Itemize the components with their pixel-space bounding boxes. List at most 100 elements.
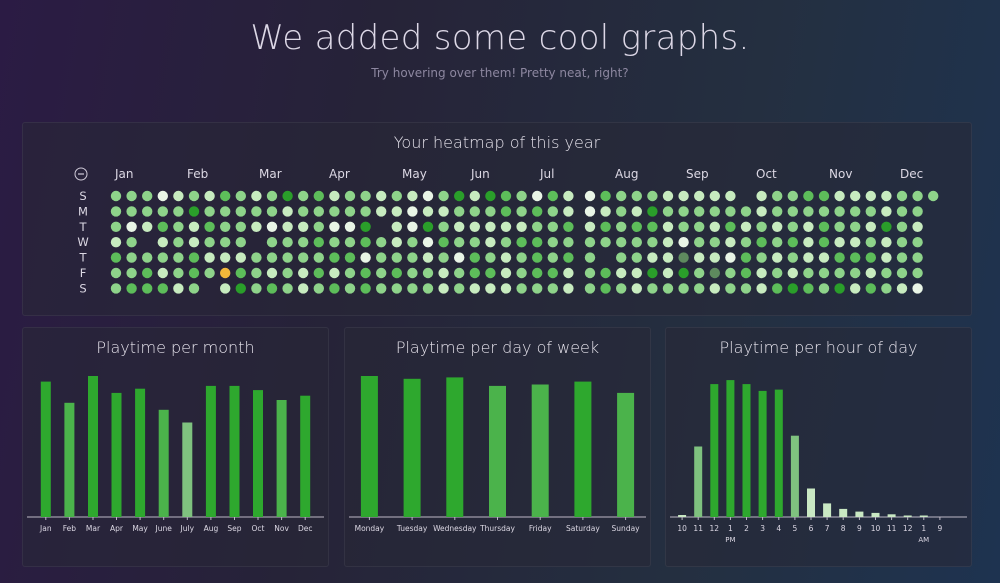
heatmap-cell[interactable] [631,252,642,263]
bar[interactable] [64,402,75,517]
bar[interactable] [446,377,464,517]
heatmap-cell[interactable] [881,190,892,202]
heatmap-cell[interactable] [188,267,200,279]
heatmap-cell[interactable] [850,267,861,279]
heatmap-cell[interactable] [631,221,642,232]
heatmap-cell[interactable] [407,283,418,294]
heatmap-cell[interactable] [407,206,418,217]
heatmap-cell[interactable] [376,252,387,263]
heatmap-cell[interactable] [391,206,402,217]
bar[interactable] [790,435,799,517]
heatmap-cell[interactable] [865,206,876,217]
heatmap-cell[interactable] [422,190,434,202]
heatmap-cell[interactable] [600,283,611,294]
heatmap-cell[interactable] [235,252,246,263]
heatmap-cell[interactable] [188,206,200,217]
heatmap-cell[interactable] [547,283,558,294]
bar[interactable] [774,389,783,517]
heatmap-cell[interactable] [500,190,512,202]
heatmap-cell[interactable] [313,190,324,202]
heatmap-cell[interactable] [516,267,527,279]
heatmap-cell[interactable] [772,190,783,202]
heatmap-cell[interactable] [865,283,876,294]
heatmap-cell[interactable] [266,237,278,248]
heatmap-cell[interactable] [865,252,876,263]
heatmap-cell[interactable] [563,190,574,202]
heatmap-cell[interactable] [631,190,642,202]
heatmap-cell[interactable] [344,252,356,263]
heatmap-cell[interactable] [313,252,324,263]
heatmap-cell[interactable] [896,283,908,294]
heatmap-cell[interactable] [850,190,861,202]
heatmap-cell[interactable] [157,237,168,248]
heatmap-cell[interactable] [865,237,876,248]
heatmap-cell[interactable] [438,221,449,232]
heatmap-cell[interactable] [709,190,720,202]
heatmap-cell[interactable] [110,252,122,263]
heatmap-cell[interactable] [469,283,480,294]
heatmap-cell[interactable] [344,267,356,279]
heatmap-cell[interactable] [787,283,798,294]
heatmap-cell[interactable] [740,221,752,232]
heatmap-cell[interactable] [740,206,752,217]
heatmap-cell[interactable] [485,221,496,232]
heatmap-cell[interactable] [516,190,527,202]
bar[interactable] [678,515,687,517]
heatmap-cell[interactable] [756,237,767,248]
heatmap-cell[interactable] [631,206,642,217]
heatmap-cell[interactable] [834,252,845,263]
bar[interactable] [823,503,832,517]
bar[interactable] [135,388,146,517]
heatmap-cell[interactable] [725,190,736,202]
heatmap-cell[interactable] [725,267,736,279]
heatmap-cell[interactable] [329,237,340,248]
heatmap-cell[interactable] [803,206,814,217]
heatmap-cell[interactable] [896,221,908,232]
heatmap-cell[interactable] [110,206,122,217]
heatmap-cell[interactable] [469,237,480,248]
heatmap-cell[interactable] [188,283,200,294]
heatmap-cell[interactable] [787,252,798,263]
heatmap-cell[interactable] [220,237,231,248]
bar[interactable] [360,376,378,517]
heatmap-cell[interactable] [329,206,340,217]
heatmap-cell[interactable] [803,237,814,248]
heatmap-cell[interactable] [678,221,689,232]
heatmap-cell[interactable] [142,252,153,263]
heatmap-cell[interactable] [631,267,642,279]
heatmap-cell[interactable] [266,267,278,279]
heatmap-cell[interactable] [547,252,558,263]
heatmap-cell[interactable] [110,237,122,248]
heatmap-cell[interactable] [772,221,783,232]
heatmap-cell[interactable] [818,267,830,279]
heatmap-cell[interactable] [532,237,543,248]
heatmap-cell[interactable] [818,190,830,202]
heatmap-cell[interactable] [662,190,674,202]
heatmap-cell[interactable] [313,237,324,248]
heatmap-cell[interactable] [360,237,371,248]
heatmap-cell[interactable] [344,221,356,232]
heatmap-cell[interactable] [803,267,814,279]
heatmap-cell[interactable] [438,237,449,248]
heatmap-cell[interactable] [110,267,122,279]
heatmap-cell[interactable] [694,283,705,294]
heatmap-cell[interactable] [787,267,798,279]
heatmap-cell[interactable] [142,267,153,279]
heatmap-cell[interactable] [126,283,137,294]
bar[interactable] [574,381,592,517]
heatmap-cell[interactable] [881,283,892,294]
heatmap-cell[interactable] [772,237,783,248]
heatmap-cell[interactable] [563,237,574,248]
heatmap-cell[interactable] [616,206,627,217]
heatmap-cell[interactable] [500,283,512,294]
heatmap-cell[interactable] [834,221,845,232]
heatmap-cell[interactable] [313,267,324,279]
heatmap-cell[interactable] [500,221,512,232]
heatmap-cell[interactable] [376,237,387,248]
heatmap-cell[interactable] [422,237,434,248]
heatmap-cell[interactable] [298,252,309,263]
heatmap-cell[interactable] [678,237,689,248]
heatmap-cell[interactable] [803,283,814,294]
heatmap-cell[interactable] [313,221,324,232]
heatmap-cell[interactable] [438,252,449,263]
